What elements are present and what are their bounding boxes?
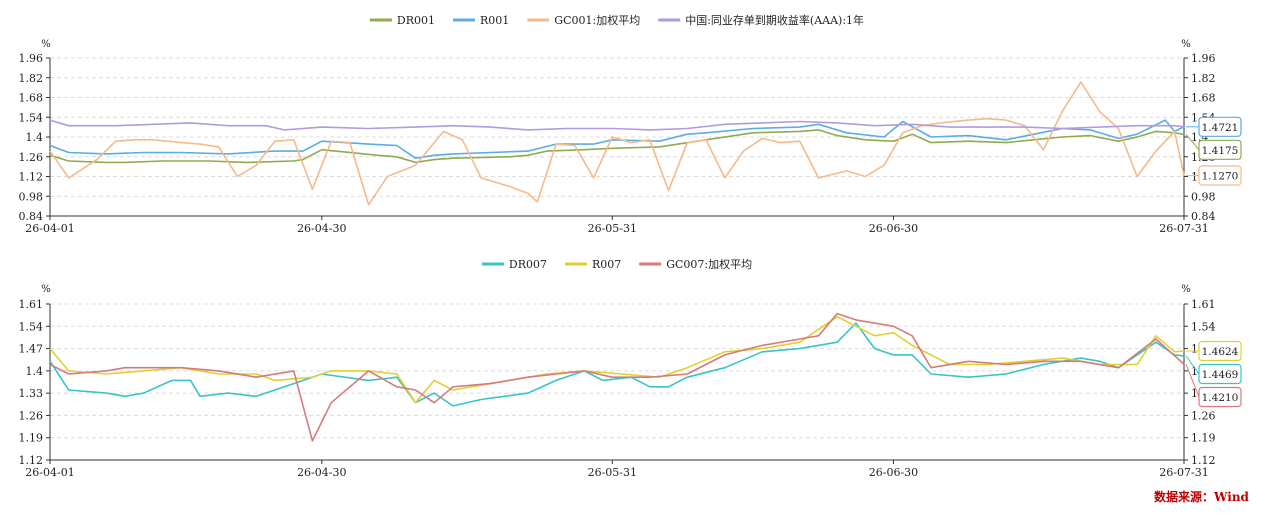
callout-value: 1.4469 xyxy=(1202,369,1239,381)
value-callout-2: 1.4469 xyxy=(1185,355,1242,385)
series-line-4 xyxy=(49,119,1185,131)
callout-box xyxy=(1198,340,1242,362)
legend-item-1: DR001 xyxy=(369,14,435,27)
callout-box xyxy=(1198,386,1242,408)
legend-label: R007 xyxy=(592,258,621,271)
y-tick-label-left: 1.12 xyxy=(19,171,44,184)
value-callout-1: 1.4624 xyxy=(1186,340,1242,362)
y-tick-label-left: 0.98 xyxy=(19,190,44,203)
y-tick-label-left: 1.26 xyxy=(19,409,44,422)
legend-label: GC007:加权平均 xyxy=(666,258,752,271)
y-tick-label-left: 0.84 xyxy=(19,210,44,223)
y-tick-label-right: 1.82 xyxy=(1191,72,1216,85)
unit-label-right: % xyxy=(1181,284,1191,295)
y-tick-label-right: 1.54 xyxy=(1191,320,1216,333)
y-tick-label-right: 1.68 xyxy=(1191,92,1216,105)
callout-value: 1.4721 xyxy=(1202,122,1239,134)
callout-leader xyxy=(1185,355,1200,375)
series-line-2 xyxy=(49,315,1185,404)
series-line-3 xyxy=(49,312,1185,442)
legend-item-1: DR007 xyxy=(481,258,547,271)
y-tick-label-right: 0.98 xyxy=(1191,190,1216,203)
callout-box xyxy=(1198,139,1242,160)
unit-label-left: % xyxy=(41,39,51,50)
value-callout-1: 1.4721 xyxy=(1186,116,1242,137)
y-tick-label-left: 1.96 xyxy=(19,52,44,65)
y-tick-label-left: 1.61 xyxy=(19,298,44,311)
y-tick-label-left: 1.68 xyxy=(19,92,44,105)
y-tick-label-right: 1.96 xyxy=(1191,52,1216,65)
legend-item-3: GC001:加权平均 xyxy=(527,14,640,27)
chart-panel-2: 1.121.121.191.191.261.261.331.331.41.41.… xyxy=(19,258,1242,479)
unit-label-right: % xyxy=(1181,39,1191,50)
y-tick-label-left: 1.26 xyxy=(19,151,44,164)
chart-panel-1: 0.840.840.980.981.121.121.261.261.41.41.… xyxy=(19,13,1242,235)
series-line-1 xyxy=(49,129,1185,164)
value-callout-3: 1.4210 xyxy=(1185,364,1242,408)
legend-label: GC001:加权平均 xyxy=(554,14,640,27)
callout-box xyxy=(1198,116,1242,137)
x-tick-label: 26-04-01 xyxy=(25,222,74,235)
callout-value: 1.4624 xyxy=(1202,346,1239,358)
x-tick-label: 26-04-30 xyxy=(297,222,346,235)
legend-label: 中国:同业存单到期收益率(AAA):1年 xyxy=(685,13,864,27)
y-tick-label-right: 1.26 xyxy=(1191,409,1216,422)
value-callout-2: 1.4175 xyxy=(1185,134,1242,160)
y-tick-label-left: 1.54 xyxy=(19,111,44,124)
callout-box xyxy=(1198,165,1242,186)
y-tick-label-right: 0.84 xyxy=(1191,210,1216,223)
y-tick-label-left: 1.12 xyxy=(19,454,44,467)
series-line-1 xyxy=(49,322,1185,407)
legend-item-3: GC007:加权平均 xyxy=(639,258,752,271)
legend-label: DR007 xyxy=(509,258,547,271)
callout-value: 1.1270 xyxy=(1202,171,1239,183)
legend-item-2: R007 xyxy=(565,258,621,271)
callout-value: 1.4210 xyxy=(1202,392,1239,404)
y-tick-label-left: 1.82 xyxy=(19,72,44,85)
value-callout-3: 1.1270 xyxy=(1186,165,1242,186)
x-tick-label: 26-05-31 xyxy=(588,466,637,479)
y-tick-label-right: 1.19 xyxy=(1191,432,1216,445)
legend: DR007 R007 GC007:加权平均 xyxy=(481,258,752,271)
y-tick-label-left: 1.4 xyxy=(26,365,44,378)
legend-item-4: 中国:同业存单到期收益率(AAA):1年 xyxy=(658,13,864,27)
x-tick-label: 26-05-31 xyxy=(588,222,637,235)
x-tick-label: 26-07-31 xyxy=(1159,222,1208,235)
series-line-3 xyxy=(49,81,1185,206)
y-tick-label-left: 1.19 xyxy=(19,432,44,445)
callout-leader xyxy=(1185,134,1200,151)
x-tick-label: 26-04-30 xyxy=(297,466,346,479)
callout-box xyxy=(1198,363,1242,385)
data-source-note: 数据来源：Wind xyxy=(1154,490,1249,504)
y-tick-label-right: 1.61 xyxy=(1191,298,1216,311)
x-tick-label: 26-04-01 xyxy=(25,466,74,479)
y-tick-label-left: 1.54 xyxy=(19,320,44,333)
legend: DR001 R001 GC001:加权平均 中国:同业存单到期收益率(AAA):1年 xyxy=(369,13,864,27)
y-tick-label-left: 1.4 xyxy=(26,131,44,144)
callout-leader xyxy=(1185,364,1200,398)
x-tick-label: 26-06-30 xyxy=(869,222,918,235)
y-tick-label-left: 1.47 xyxy=(19,343,44,356)
legend-label: R001 xyxy=(480,14,509,27)
unit-label-left: % xyxy=(41,284,51,295)
legend-item-2: R001 xyxy=(453,14,509,27)
y-tick-label-left: 1.33 xyxy=(19,387,44,400)
y-tick-label-right: 1.12 xyxy=(1191,454,1216,467)
callout-value: 1.4175 xyxy=(1202,145,1239,157)
x-tick-label: 26-07-31 xyxy=(1159,466,1208,479)
legend-label: DR001 xyxy=(397,14,435,27)
x-tick-label: 26-06-30 xyxy=(869,466,918,479)
